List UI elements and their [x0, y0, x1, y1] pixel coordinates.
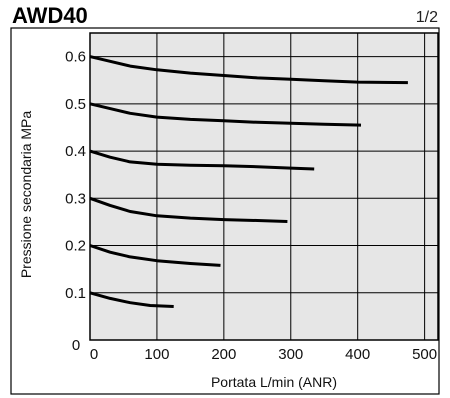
chart-title: AWD40 — [12, 3, 88, 28]
origin-label: 0 — [72, 337, 80, 354]
x-tick-label: 100 — [144, 346, 169, 363]
plot-area — [90, 33, 438, 340]
y-tick-label: 0.3 — [65, 190, 86, 207]
pressure-curve-6 — [89, 291, 174, 308]
x-tick-label: 200 — [211, 346, 236, 363]
x-tick-label: 400 — [345, 346, 370, 363]
pressure-curve-2 — [89, 102, 362, 127]
x-tick-label: 300 — [278, 346, 303, 363]
y-tick-label: 0.5 — [65, 96, 86, 113]
y-tick-label: 0.4 — [65, 143, 86, 160]
pressure-curve-1 — [89, 55, 408, 85]
figure-border — [10, 27, 440, 395]
pressure-curve-3 — [89, 149, 315, 171]
page-indicator: 1/2 — [416, 9, 438, 26]
y-tick-labels: 0.1 0.2 0.3 0.4 0.5 0.6 — [65, 49, 86, 302]
y-axis-label: Pressione secondaria MPa — [18, 111, 34, 279]
x-tick-label: 500 — [412, 346, 437, 363]
y-tick-label: 0.1 — [65, 285, 86, 302]
y-tick-label: 0.2 — [65, 238, 86, 255]
grid-lines — [90, 33, 438, 340]
plot-border — [89, 32, 439, 341]
pressure-curves — [89, 55, 408, 308]
x-axis-label: Portata L/min (ANR) — [211, 374, 337, 390]
x-tick-labels: 0 100 200 300 400 500 — [90, 346, 437, 363]
y-tick-label: 0.6 — [65, 49, 86, 66]
pressure-curve-5 — [89, 244, 221, 267]
pressure-curve-4 — [89, 196, 288, 223]
x-tick-label: 0 — [90, 346, 98, 363]
